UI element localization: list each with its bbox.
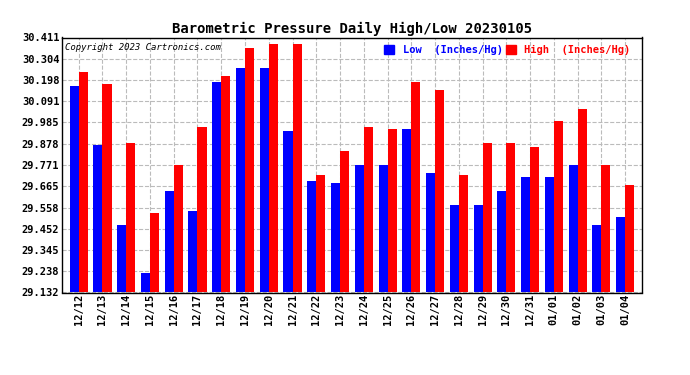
- Bar: [284, 131, 293, 292]
- Bar: [117, 225, 126, 292]
- Bar: [530, 147, 539, 292]
- Bar: [236, 68, 245, 292]
- Bar: [450, 205, 459, 292]
- Bar: [141, 273, 150, 292]
- Bar: [165, 191, 174, 292]
- Bar: [554, 122, 563, 292]
- Title: Barometric Pressure Daily High/Low 20230105: Barometric Pressure Daily High/Low 20230…: [172, 22, 532, 36]
- Bar: [259, 68, 269, 292]
- Bar: [592, 225, 601, 292]
- Bar: [601, 165, 611, 292]
- Bar: [269, 44, 278, 292]
- Bar: [331, 183, 340, 292]
- Bar: [188, 211, 197, 292]
- Bar: [150, 213, 159, 292]
- Bar: [293, 44, 302, 292]
- Legend: Low  (Inches/Hg), High  (Inches/Hg): Low (Inches/Hg), High (Inches/Hg): [384, 45, 631, 55]
- Bar: [213, 81, 221, 292]
- Bar: [316, 175, 325, 292]
- Bar: [506, 143, 515, 292]
- Bar: [402, 129, 411, 292]
- Bar: [245, 48, 254, 292]
- Bar: [545, 177, 554, 292]
- Bar: [364, 128, 373, 292]
- Bar: [79, 72, 88, 292]
- Bar: [497, 191, 506, 292]
- Bar: [521, 177, 530, 292]
- Bar: [174, 165, 183, 292]
- Bar: [459, 175, 468, 292]
- Bar: [93, 146, 103, 292]
- Bar: [221, 76, 230, 292]
- Bar: [578, 110, 586, 292]
- Bar: [307, 181, 316, 292]
- Bar: [126, 143, 135, 292]
- Bar: [197, 128, 206, 292]
- Bar: [388, 129, 397, 292]
- Bar: [411, 81, 420, 292]
- Bar: [340, 152, 349, 292]
- Bar: [379, 165, 388, 292]
- Bar: [70, 86, 79, 292]
- Bar: [426, 173, 435, 292]
- Bar: [355, 165, 364, 292]
- Bar: [616, 217, 625, 292]
- Bar: [569, 165, 578, 292]
- Bar: [103, 84, 112, 292]
- Bar: [482, 143, 491, 292]
- Text: Copyright 2023 Cartronics.com: Copyright 2023 Cartronics.com: [65, 43, 221, 52]
- Bar: [625, 185, 634, 292]
- Bar: [435, 90, 444, 292]
- Bar: [473, 205, 482, 292]
